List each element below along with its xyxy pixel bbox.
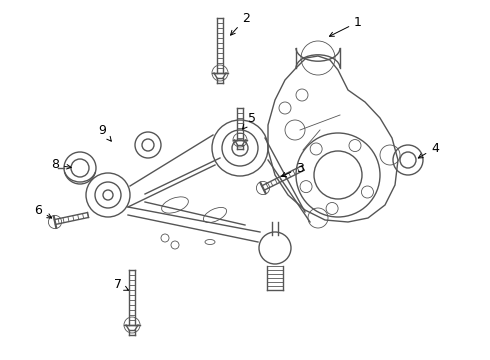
Text: 3: 3 <box>282 162 304 177</box>
Text: 6: 6 <box>34 203 51 218</box>
Text: 7: 7 <box>114 279 128 292</box>
Text: 2: 2 <box>231 12 250 35</box>
Text: 5: 5 <box>243 112 256 129</box>
Text: 9: 9 <box>98 123 111 141</box>
Text: 8: 8 <box>51 158 71 171</box>
Text: 1: 1 <box>329 15 362 36</box>
Text: 4: 4 <box>418 141 439 158</box>
